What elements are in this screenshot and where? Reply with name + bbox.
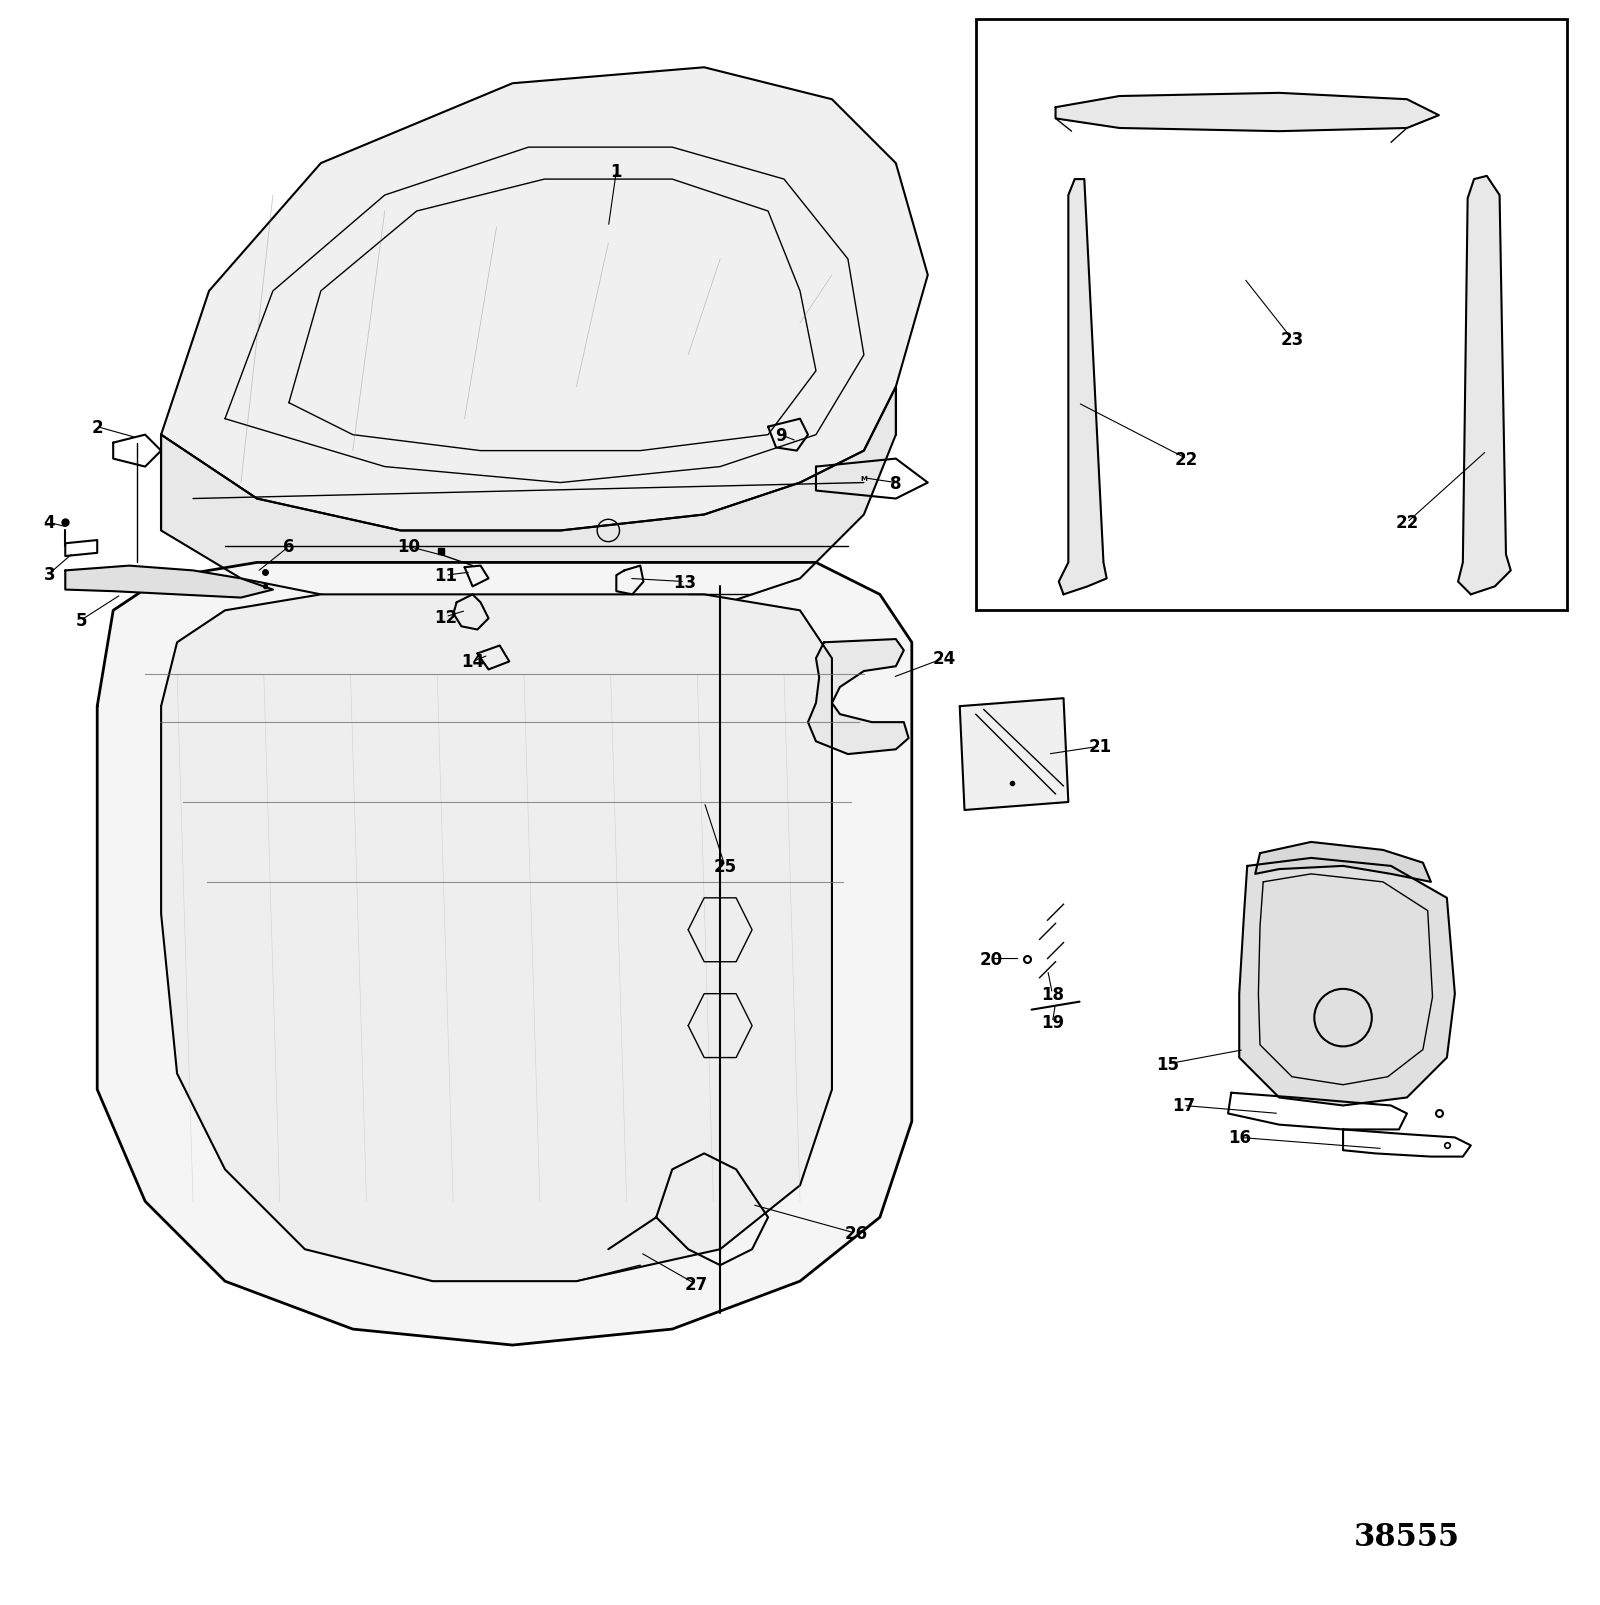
Text: 6: 6: [283, 538, 294, 555]
Text: 24: 24: [933, 650, 955, 668]
Text: 4: 4: [43, 514, 54, 533]
Text: 21: 21: [1088, 738, 1112, 756]
Text: 8: 8: [890, 473, 901, 493]
Text: 25: 25: [714, 857, 736, 875]
Bar: [976, 21, 1566, 612]
Text: 9: 9: [774, 427, 787, 445]
Text: 2: 2: [91, 419, 102, 437]
Text: 13: 13: [674, 573, 696, 591]
Text: 18: 18: [1042, 985, 1064, 1003]
Polygon shape: [1256, 843, 1430, 883]
Polygon shape: [960, 698, 1069, 811]
Text: 5: 5: [75, 612, 86, 629]
Text: 10: 10: [397, 538, 421, 555]
Polygon shape: [162, 595, 832, 1281]
Text: 22: 22: [1395, 514, 1419, 533]
Text: M: M: [861, 475, 867, 482]
Text: 14: 14: [461, 653, 485, 671]
Text: 11: 11: [434, 567, 458, 584]
Polygon shape: [1458, 177, 1510, 595]
Text: 15: 15: [1155, 1054, 1179, 1074]
Text: 16: 16: [1227, 1128, 1251, 1146]
Text: 19: 19: [1040, 1014, 1064, 1032]
Polygon shape: [1240, 859, 1454, 1106]
Polygon shape: [66, 567, 274, 599]
Polygon shape: [162, 69, 928, 531]
Text: 1: 1: [611, 164, 622, 181]
Polygon shape: [98, 563, 912, 1345]
Text: 38555: 38555: [1354, 1522, 1459, 1552]
Text: 23: 23: [1280, 331, 1304, 348]
Text: 17: 17: [1171, 1096, 1195, 1115]
Polygon shape: [808, 640, 909, 754]
Polygon shape: [1056, 93, 1438, 132]
Text: 27: 27: [685, 1276, 707, 1294]
Polygon shape: [1059, 180, 1107, 595]
Text: 3: 3: [43, 565, 54, 583]
Text: 22: 22: [1174, 451, 1198, 469]
Text: 26: 26: [845, 1225, 867, 1242]
Text: 12: 12: [434, 608, 458, 626]
Polygon shape: [162, 387, 896, 628]
Text: 20: 20: [981, 950, 1003, 968]
